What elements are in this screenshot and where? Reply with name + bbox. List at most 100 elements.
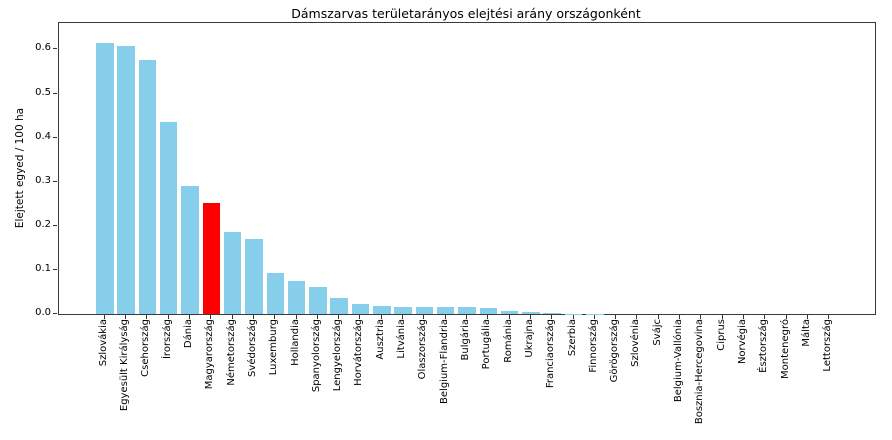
x-tick-mark [551, 315, 553, 319]
x-tick-label-Szerbia: Szerbia [566, 319, 578, 357]
y-tick-label: 0.1 [35, 262, 51, 274]
y-tick-label: 0.0 [35, 307, 51, 318]
x-tick-mark [679, 315, 681, 319]
bar-Ausztria [373, 306, 391, 314]
x-tick-label-Szlovákia: Szlovákia [97, 319, 109, 367]
bar-Olaszország [415, 306, 434, 314]
y-tick-mark [53, 48, 57, 50]
x-tick-label-Svájc: Svájc [651, 319, 663, 346]
bar-Litvánia [394, 306, 412, 314]
bar-Belgium-Flandria [436, 306, 455, 314]
x-tick-mark [295, 315, 297, 319]
x-tick-label-Ciprus: Ciprus [715, 319, 727, 351]
bar-Románia [500, 310, 519, 314]
x-tick-label-Magyarország: Magyarország [204, 319, 216, 390]
x-tick-label-Hollandia: Hollandia [289, 319, 301, 366]
x-tick-label-Montenegró: Montenegró [779, 319, 791, 380]
x-tick-label-Málta: Málta [800, 319, 812, 347]
y-tick-mark [53, 180, 57, 182]
x-tick-label-Horvátország: Horvátország [353, 319, 365, 386]
bar-Luxemburg [266, 273, 284, 314]
x-tick-label-Dánia: Dánia [183, 319, 195, 349]
x-tick-mark [806, 315, 808, 319]
x-tick-mark [721, 315, 723, 319]
bar-Dánia [181, 186, 199, 314]
x-tick-mark [508, 315, 510, 319]
x-tick-label-Spanyolország: Spanyolország [310, 319, 322, 393]
x-tick-label-Finnország: Finnország [587, 319, 599, 373]
x-tick-label-Románia: Románia [502, 319, 514, 363]
x-tick-mark [231, 315, 233, 319]
bar-Svédország [245, 238, 263, 314]
x-tick-label-Bulgária: Bulgária [460, 319, 471, 361]
x-tick-label-Franciaország: Franciaország [545, 319, 557, 389]
x-tick-label-Egyesült Királyság: Egyesült Királyság [119, 319, 131, 412]
x-tick-mark [423, 315, 425, 319]
x-tick-label-Görögország: Görögország [609, 319, 621, 383]
bar-Franciaország [543, 313, 561, 314]
y-tick-mark [53, 224, 57, 226]
x-tick-mark [125, 315, 127, 319]
y-tick-mark [53, 92, 57, 94]
x-tick-mark [252, 315, 254, 319]
x-tick-mark [380, 315, 382, 319]
chart-title: Dámszarvas területarányos elejtési arány… [291, 6, 641, 21]
x-tick-mark [764, 315, 766, 319]
x-tick-label-Németország: Németország [225, 319, 237, 386]
bar-Portugália [479, 308, 498, 314]
bar-Magyarország [202, 202, 221, 314]
bar-Csehország [138, 60, 157, 314]
bar-Egyesült Királyság [117, 45, 135, 314]
x-tick-label-Lettország: Lettország [822, 319, 834, 372]
x-tick-label-Ausztria: Ausztria [374, 319, 386, 360]
y-tick-label: 0.6 [35, 42, 51, 54]
x-tick-label-Írország: Írország [161, 319, 173, 360]
bar-Lengyelország [330, 298, 348, 314]
x-tick-label-Ukrajna: Ukrajna [523, 319, 535, 358]
bar-Ukrajna [522, 311, 540, 314]
x-tick-label-Csehország: Csehország [140, 319, 152, 377]
x-tick-mark [615, 315, 617, 319]
y-tick-label: 0.2 [35, 218, 51, 230]
bar-Hollandia [287, 280, 306, 314]
x-tick-label-Szlovénia: Szlovénia [630, 319, 642, 367]
x-tick-label-Bosznia-Hercegovina: Bosznia-Hercegovina [694, 319, 706, 425]
x-tick-mark [466, 315, 467, 319]
bar-Spanyolország [309, 286, 327, 314]
bar-Bulgária [458, 307, 476, 314]
bar-Horvátország [351, 304, 370, 314]
bar-Németország [223, 232, 242, 314]
x-tick-label-Litvánia: Litvánia [396, 319, 408, 359]
y-tick-label: 0.4 [35, 130, 51, 142]
y-tick-label: 0.5 [35, 86, 51, 98]
x-tick-mark [167, 315, 169, 319]
bar-Szlovákia [96, 42, 114, 314]
x-tick-mark [338, 315, 340, 319]
x-tick-label-Lengyelország: Lengyelország [332, 319, 344, 392]
x-tick-label-Luxemburg: Luxemburg [268, 319, 280, 376]
x-tick-mark [189, 315, 191, 319]
y-tick-mark [53, 268, 57, 270]
y-tick-label: 0.3 [35, 174, 51, 186]
x-tick-label-Belgium-Vallónia: Belgium-Vallónia [673, 319, 685, 403]
bar-Írország [159, 122, 178, 314]
x-tick-mark [103, 315, 105, 319]
x-tick-mark [444, 315, 446, 319]
x-tick-label-Norvégia: Norvégia [736, 319, 748, 365]
x-tick-label-Portugália: Portugália [481, 319, 493, 370]
x-tick-mark [828, 315, 830, 319]
x-tick-mark [785, 315, 787, 319]
x-tick-mark [636, 315, 638, 319]
x-tick-mark [529, 315, 531, 319]
y-tick-mark [53, 313, 57, 314]
y-tick-mark [53, 136, 57, 138]
x-tick-mark [593, 315, 595, 319]
x-tick-mark [316, 315, 318, 319]
x-tick-mark [572, 315, 574, 319]
x-tick-label-Észtország: Észtország [758, 319, 770, 373]
plot-area [58, 22, 876, 315]
x-tick-mark [210, 315, 212, 319]
x-tick-label-Olaszország: Olaszország [417, 319, 429, 380]
x-tick-mark [402, 315, 404, 319]
x-tick-mark [742, 315, 744, 319]
